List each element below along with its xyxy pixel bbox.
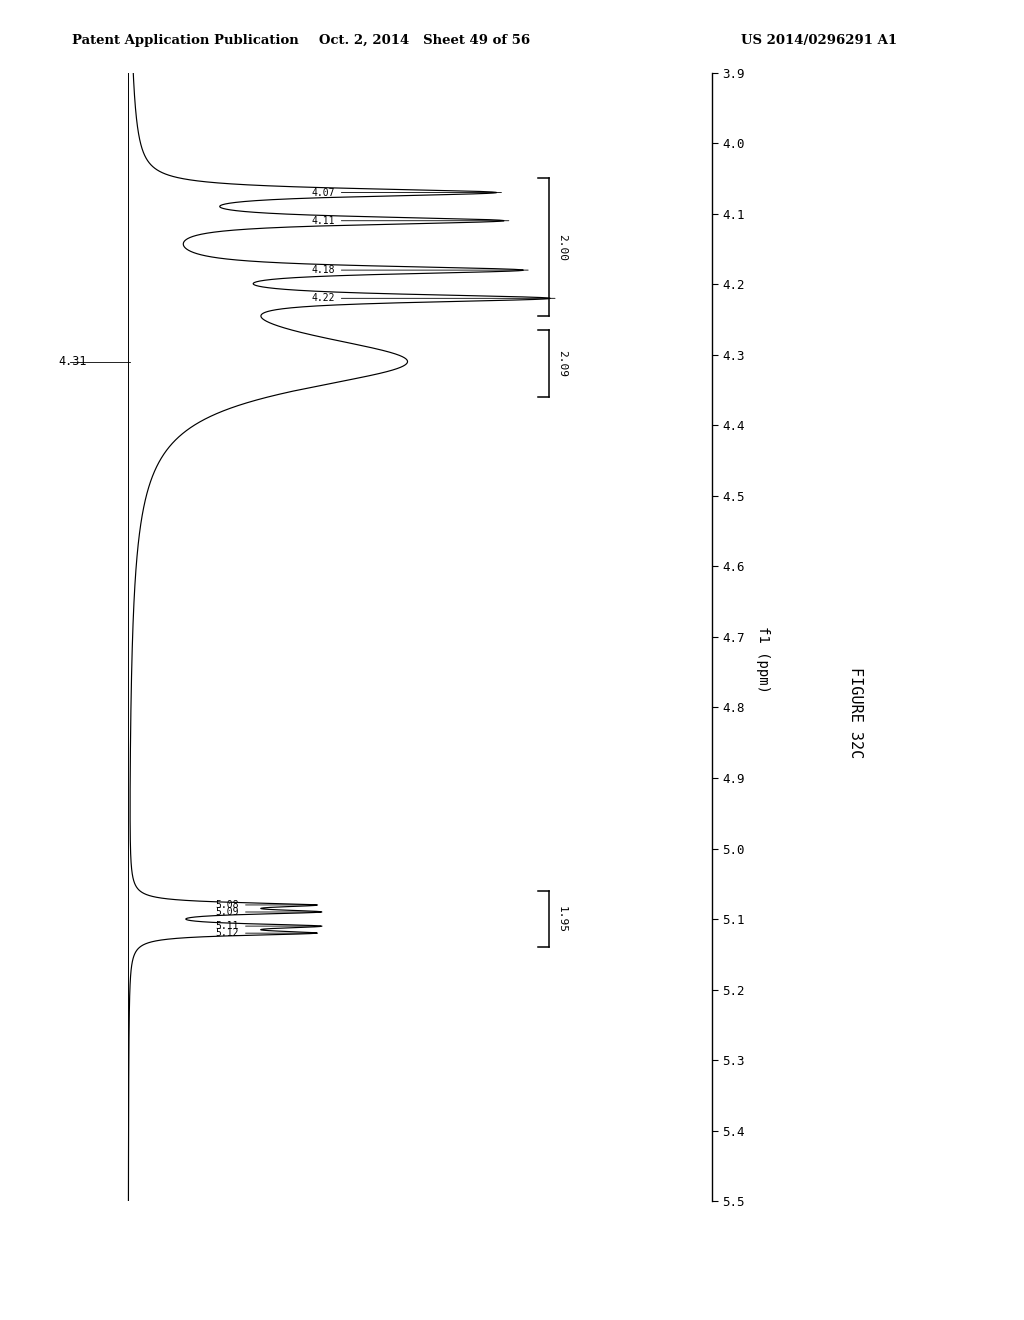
Text: 5.08: 5.08 [215, 900, 239, 909]
Text: US 2014/0296291 A1: US 2014/0296291 A1 [741, 33, 897, 46]
Text: 2.09: 2.09 [557, 350, 567, 378]
Text: 4.07: 4.07 [311, 187, 335, 198]
Text: 4.31: 4.31 [58, 355, 87, 368]
Text: 2.00: 2.00 [557, 234, 567, 260]
Text: 4.22: 4.22 [311, 293, 335, 304]
Text: 4.18: 4.18 [311, 265, 335, 275]
Text: 5.11: 5.11 [215, 921, 239, 931]
Text: 1.95: 1.95 [557, 906, 567, 932]
Text: 4.11: 4.11 [311, 215, 335, 226]
Text: Oct. 2, 2014   Sheet 49 of 56: Oct. 2, 2014 Sheet 49 of 56 [319, 33, 530, 46]
Text: f1 (ppm): f1 (ppm) [756, 627, 770, 693]
Text: Patent Application Publication: Patent Application Publication [72, 33, 298, 46]
Text: 5.09: 5.09 [215, 907, 239, 917]
Text: 5.12: 5.12 [215, 928, 239, 939]
Text: FIGURE 32C: FIGURE 32C [848, 667, 862, 759]
